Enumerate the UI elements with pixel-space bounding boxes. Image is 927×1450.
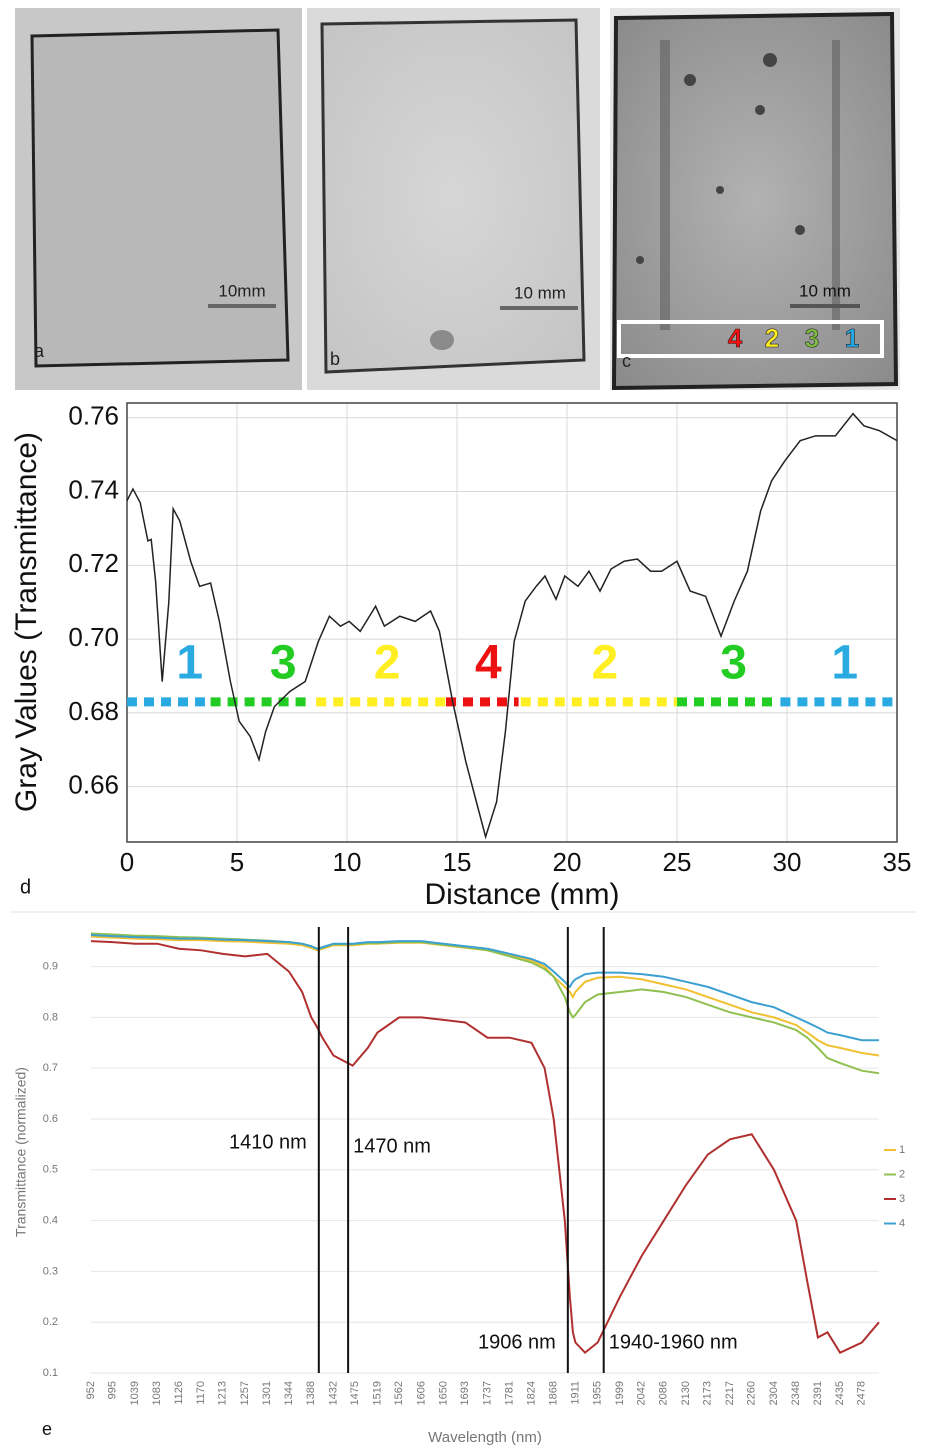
y-tick-label: 0.4 [43, 1214, 58, 1226]
legend-label: 2 [899, 1168, 905, 1180]
x-tick-label: 20 [553, 847, 582, 877]
y-tick-label: 0.1 [43, 1367, 58, 1379]
legend-label: 1 [899, 1144, 905, 1156]
x-tick-label: 10 [333, 847, 362, 877]
x-tick-label: 5 [230, 847, 244, 877]
x-tick-label: 2130 [680, 1381, 692, 1405]
region-marker: 1 [845, 323, 859, 353]
x-tick-label: 2260 [746, 1381, 758, 1405]
annotation-label: 1410 nm [229, 1131, 307, 1153]
x-tick-label: 0 [120, 847, 134, 877]
data-line [90, 940, 880, 1355]
data-line [126, 412, 898, 840]
x-tick-label: 35 [883, 847, 912, 877]
zone-label: 2 [374, 636, 401, 689]
x-tick-label: 1301 [261, 1381, 273, 1405]
x-tick-label: 1606 [415, 1381, 427, 1405]
x-tick-label: 1475 [349, 1381, 361, 1405]
annotation-label: 1470 nm [353, 1135, 431, 1157]
y-tick-label: 0.7 [43, 1062, 58, 1074]
x-tick-label: 1432 [327, 1381, 339, 1405]
x-tick-label: 1999 [614, 1381, 626, 1405]
y-tick-label: 0.6 [43, 1113, 58, 1125]
x-tick-label: 2391 [812, 1381, 824, 1405]
legend-label: 3 [899, 1193, 905, 1205]
y-tick-label: 0.66 [68, 770, 119, 800]
y-tick-label: 0.72 [68, 548, 119, 578]
x-tick-label: 1562 [393, 1381, 405, 1405]
panel-letter: e [42, 1419, 52, 1439]
panel-letter: a [34, 341, 45, 361]
region-marker: 2 [765, 323, 779, 353]
y-tick-label: 0.70 [68, 622, 119, 652]
region-marker: 4 [728, 323, 743, 353]
x-tick-label: 1039 [129, 1381, 141, 1405]
photo-c: 10 mm c [610, 8, 900, 391]
panel-letter: b [330, 349, 340, 369]
x-tick-label: 1737 [481, 1381, 493, 1405]
y-tick-label: 0.3 [43, 1265, 58, 1277]
panel-letter: d [20, 876, 31, 898]
x-tick-label: 1824 [525, 1381, 537, 1405]
x-tick-label: 2042 [635, 1381, 647, 1405]
y-tick-label: 0.76 [68, 401, 119, 431]
panel-letter: c [622, 351, 631, 371]
x-tick-label: 1650 [437, 1381, 449, 1405]
zone-label: 4 [475, 636, 502, 689]
scale-bar-label: 10mm [218, 281, 265, 300]
x-tick-label: 1868 [548, 1381, 560, 1405]
data-line [90, 934, 879, 1042]
x-tick-label: 1519 [371, 1381, 383, 1405]
y-tick-label: 0.9 [43, 960, 58, 972]
x-tick-label: 1257 [239, 1381, 251, 1405]
x-axis-title: Wavelength (nm) [428, 1429, 542, 1446]
x-tick-label: 30 [773, 847, 802, 877]
x-tick-label: 1911 [569, 1381, 581, 1405]
x-tick-label: 2173 [702, 1381, 714, 1405]
y-tick-label: 0.74 [68, 474, 119, 504]
legend-label: 4 [899, 1217, 905, 1229]
y-tick-label: 0.8 [43, 1011, 58, 1023]
x-tick-label: 2435 [834, 1381, 846, 1405]
x-axis-title: Distance (mm) [424, 878, 619, 911]
scale-bar-label: 10 mm [514, 283, 566, 302]
x-tick-label: 2478 [856, 1381, 868, 1405]
x-tick-label: 15 [443, 847, 472, 877]
x-tick-label: 2086 [658, 1381, 670, 1405]
x-tick-label: 995 [107, 1381, 119, 1399]
y-tick-label: 0.2 [43, 1316, 58, 1328]
y-tick-label: 0.5 [43, 1164, 58, 1176]
x-tick-label: 1126 [173, 1381, 185, 1405]
annotation-label: 1906 nm [478, 1331, 556, 1353]
plot-frame [126, 402, 898, 843]
x-tick-label: 2304 [768, 1381, 780, 1405]
x-tick-label: 25 [663, 847, 692, 877]
x-tick-label: 1170 [195, 1381, 207, 1405]
x-tick-label: 1213 [217, 1381, 229, 1405]
annotation-label: 1940-1960 nm [609, 1331, 738, 1353]
zone-label: 3 [270, 636, 297, 689]
x-tick-label: 952 [85, 1381, 97, 1399]
photo-b: 10 mm b [307, 8, 600, 390]
data-line [90, 935, 880, 1057]
zone-label: 1 [831, 636, 858, 689]
zone-label: 2 [592, 636, 619, 689]
y-axis-title: Gray Values (Transmittance) [10, 432, 43, 812]
x-tick-label: 1955 [592, 1381, 604, 1405]
photo-a: 10mm a [15, 8, 302, 390]
x-tick-label: 1693 [459, 1381, 471, 1405]
x-tick-label: 1781 [504, 1381, 516, 1405]
x-tick-label: 1083 [151, 1381, 163, 1405]
x-tick-label: 1388 [305, 1381, 317, 1405]
zone-label: 3 [720, 636, 747, 689]
scale-bar-label: 10 mm [799, 281, 851, 300]
region-marker: 3 [805, 323, 819, 353]
x-tick-label: 2348 [790, 1381, 802, 1405]
x-tick-label: 1344 [283, 1381, 295, 1405]
y-tick-label: 0.68 [68, 696, 119, 726]
y-axis-title: Transmittance (normalized) [13, 1067, 29, 1237]
zone-label: 1 [176, 636, 203, 689]
x-tick-label: 2217 [724, 1381, 736, 1405]
